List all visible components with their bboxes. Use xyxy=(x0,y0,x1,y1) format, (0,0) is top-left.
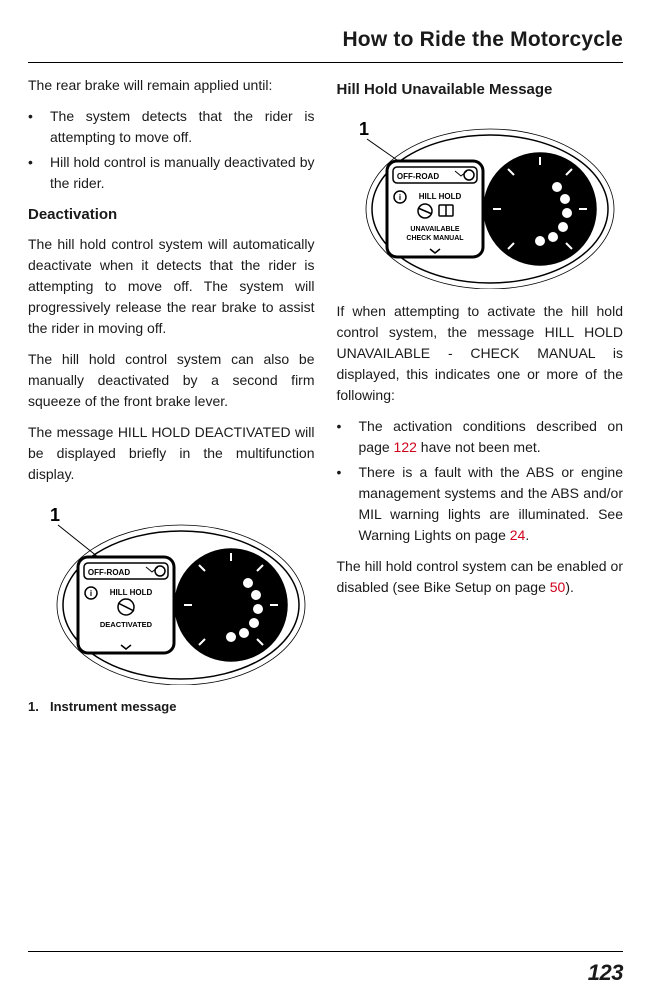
page-ref: 50 xyxy=(550,579,566,595)
deactivation-p1: The hill hold control system will automa… xyxy=(28,234,315,339)
p2-pre: The hill hold control system can be enab… xyxy=(337,558,624,595)
bullet-text: Hill hold control is manually deactivate… xyxy=(50,152,315,194)
bullet: • The activation conditions described on… xyxy=(337,416,624,458)
hillhold-title: HILL HOLD xyxy=(110,588,153,597)
callout-number: 1 xyxy=(359,119,369,139)
top-rule xyxy=(28,62,623,63)
svg-text:i: i xyxy=(90,589,92,598)
unavail-p1: If when attempting to activate the hill … xyxy=(337,301,624,406)
right-column: Hill Hold Unavailable Message 1 TRIUMPH xyxy=(337,75,624,942)
figure-caption: 1.Instrument message xyxy=(28,697,315,717)
bullet-dot: • xyxy=(337,416,359,458)
bullet-dot: • xyxy=(28,152,50,194)
deactivation-p2: The hill hold control system can also be… xyxy=(28,349,315,412)
bullet: •The system detects that the rider is at… xyxy=(28,106,315,148)
callout-number: 1 xyxy=(50,505,60,525)
bullet: • There is a fault with the ABS or engin… xyxy=(337,462,624,546)
bullet: •Hill hold control is manually deactivat… xyxy=(28,152,315,194)
page-ref: 24 xyxy=(510,527,526,543)
intro-text: The rear brake will remain applied until… xyxy=(28,75,315,96)
intro-bullets: •The system detects that the rider is at… xyxy=(28,106,315,194)
msg-line1: UNAVAILABLE xyxy=(410,226,459,233)
mode-text: OFF-ROAD xyxy=(397,172,439,181)
brand-text: TRIUMPH xyxy=(524,192,556,199)
brand-text: TRIUMPH xyxy=(215,588,247,595)
unavail-p2: The hill hold control system can be enab… xyxy=(337,556,624,598)
page-number: 123 xyxy=(28,956,623,989)
msg-line2: CHECK MANUAL xyxy=(406,235,464,242)
deactivation-p3: The message HILL HOLD DEACTIVATED will b… xyxy=(28,422,315,485)
unavail-bullets: • The activation conditions described on… xyxy=(337,416,624,546)
caption-num: 1. xyxy=(28,697,50,717)
bullet-text: There is a fault with the ABS or engine … xyxy=(359,462,624,546)
instrument-cluster-svg: 1 TRIUMPH xyxy=(345,109,615,289)
svg-text:i: i xyxy=(399,193,401,202)
caption-text: Instrument message xyxy=(50,699,176,714)
deactivation-heading: Deactivation xyxy=(28,204,315,227)
bullet-post: have not been met. xyxy=(417,439,541,455)
unavailable-heading: Hill Hold Unavailable Message xyxy=(337,79,624,102)
hillhold-title: HILL HOLD xyxy=(418,192,461,201)
bullet-dot: • xyxy=(28,106,50,148)
instrument-cluster-svg: 1 TRIUMPH xyxy=(36,495,306,685)
page-ref: 122 xyxy=(394,439,417,455)
bullet-text: The system detects that the rider is att… xyxy=(50,106,315,148)
p2-post: ). xyxy=(565,579,574,595)
mode-text: OFF-ROAD xyxy=(88,568,130,577)
body-columns: The rear brake will remain applied until… xyxy=(28,75,623,942)
bottom-rule xyxy=(28,951,623,952)
bullet-pre: There is a fault with the ABS or engine … xyxy=(359,464,624,543)
bullet-text: The activation conditions described on p… xyxy=(359,416,624,458)
figure-unavailable: 1 TRIUMPH xyxy=(337,109,624,289)
left-column: The rear brake will remain applied until… xyxy=(28,75,315,942)
bullet-dot: • xyxy=(337,462,359,546)
chapter-title: How to Ride the Motorcycle xyxy=(28,24,623,56)
figure-deactivated: 1 TRIUMPH xyxy=(28,495,315,685)
bullet-post: . xyxy=(525,527,529,543)
page-footer: 123 xyxy=(28,941,623,989)
msg-text: DEACTIVATED xyxy=(100,620,153,629)
